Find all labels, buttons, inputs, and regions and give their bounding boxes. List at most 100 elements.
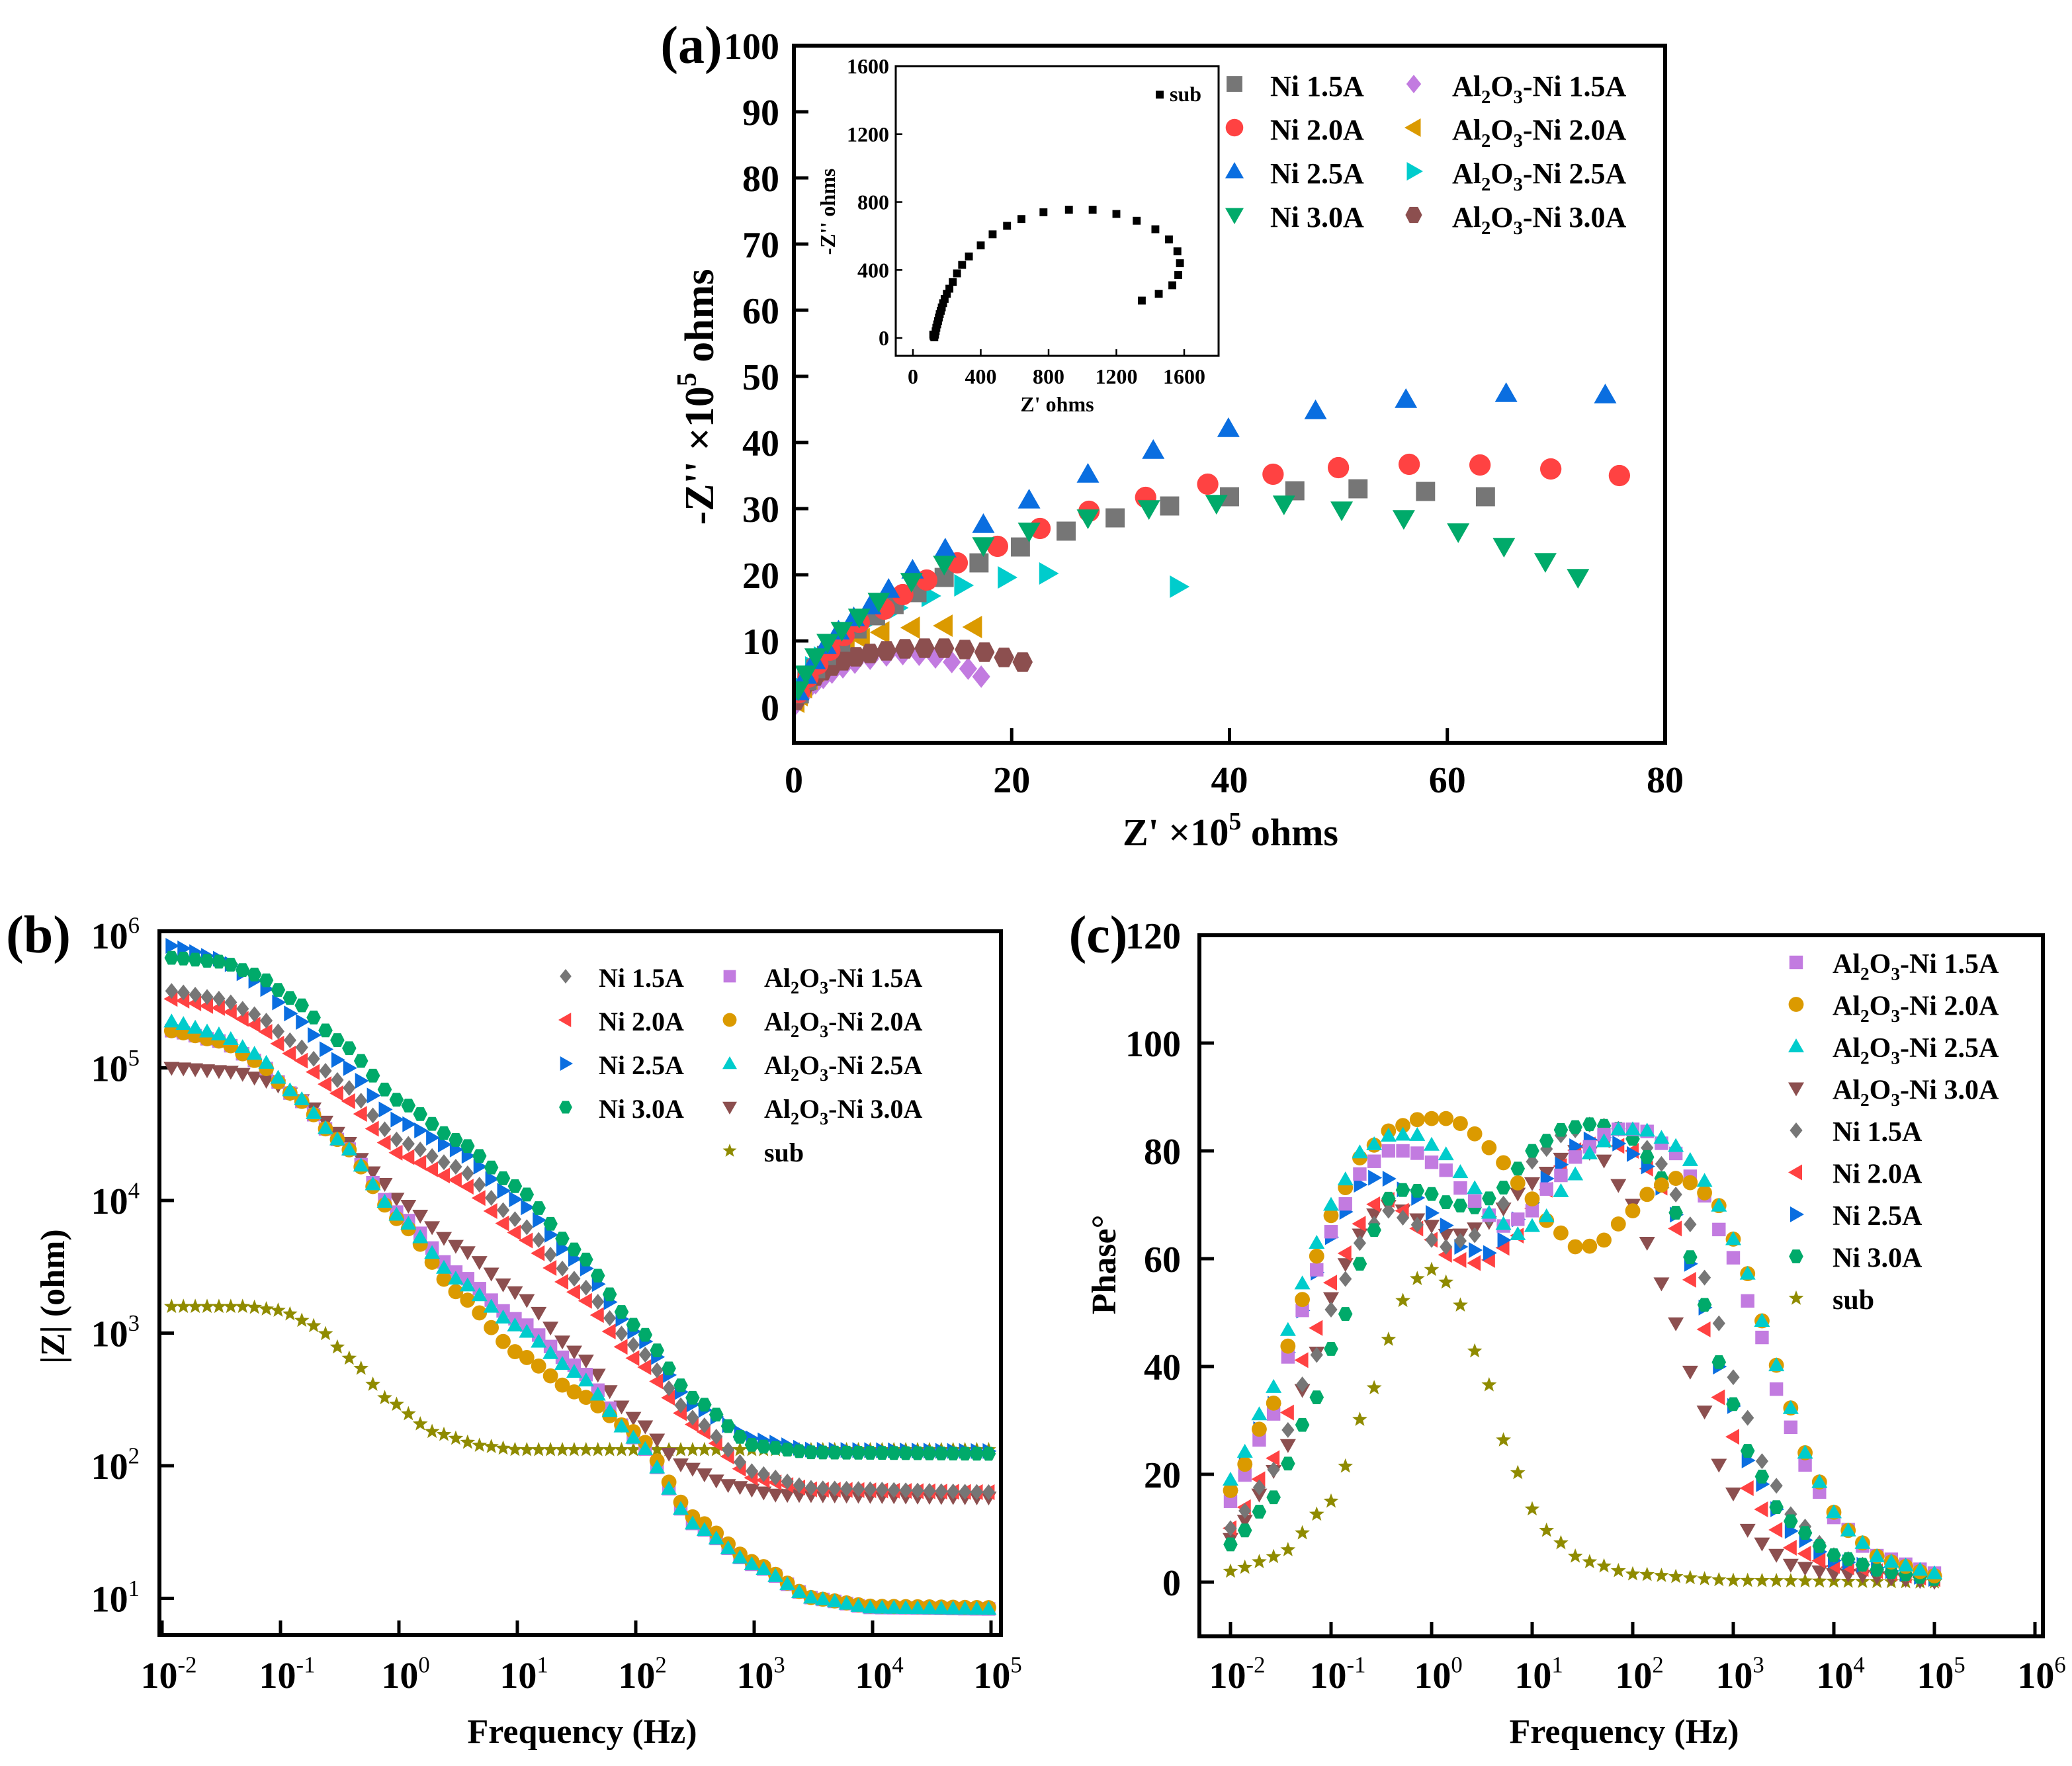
inset-y-tick-label: 400 [857, 258, 889, 282]
data-point [163, 1298, 179, 1314]
data-point [471, 1287, 488, 1302]
legend-label: Al2O3-Ni 3.0A [764, 1094, 922, 1128]
data-point [1639, 1122, 1655, 1137]
data-point [532, 1232, 545, 1248]
data-point [945, 1600, 961, 1615]
data-point [1668, 1171, 1684, 1186]
data-point [402, 1116, 417, 1132]
inset-y-tick-label: 800 [857, 190, 889, 214]
data-point [533, 1212, 547, 1228]
legend-marker-icon [560, 1056, 573, 1071]
data-point [1295, 1292, 1310, 1308]
data-point [1524, 1501, 1540, 1516]
data-point [460, 1434, 476, 1449]
data-point [556, 1260, 569, 1277]
data-point [673, 1501, 689, 1515]
legend-item: Ni 1.5A [560, 963, 684, 993]
data-point [779, 1489, 796, 1503]
legend-label: Al2O3-Ni 2.5A [1833, 1033, 1999, 1068]
legend-marker-icon [1788, 1082, 1804, 1097]
data-point [1769, 1382, 1784, 1396]
data-point [1381, 1331, 1397, 1346]
data-point [696, 1522, 712, 1536]
x-tick-label-b: 100 [381, 1652, 429, 1697]
data-point [1337, 1258, 1354, 1273]
data-point [957, 1601, 973, 1615]
data-point [1483, 1245, 1497, 1261]
data-point [1912, 1562, 1928, 1576]
data-point [496, 1333, 511, 1349]
data-point [200, 989, 214, 1005]
data-point [722, 1441, 735, 1458]
data-point [851, 1445, 866, 1460]
data-point [1495, 1240, 1510, 1256]
data-point [1309, 1506, 1324, 1521]
legend-label: Ni 2.5A [1270, 157, 1364, 190]
data-point [507, 1344, 523, 1359]
data-point [222, 1004, 237, 1021]
data-point [650, 1343, 665, 1358]
data-point [1281, 1350, 1295, 1364]
data-point [507, 1179, 523, 1193]
data-point [1160, 496, 1180, 516]
data-point [400, 1149, 415, 1165]
data-point [1003, 222, 1012, 230]
data-point [353, 1054, 368, 1068]
x-tick-label-a: 40 [1211, 760, 1248, 801]
data-point [1668, 1220, 1682, 1237]
data-point [1327, 456, 1350, 479]
data-point [1639, 1150, 1655, 1164]
legend-item: Al2O3-Ni 1.5A [1789, 949, 1999, 984]
data-point [224, 958, 238, 972]
data-point [484, 1439, 499, 1453]
legend-item: sub [1788, 1285, 1874, 1316]
plot-area-b [163, 938, 997, 1616]
y-tick-label-b: 103 [91, 1310, 140, 1355]
legend-marker-icon [1404, 118, 1421, 137]
data-point [1366, 1196, 1381, 1212]
legend-marker-icon [560, 969, 572, 984]
data-point [1438, 1274, 1454, 1289]
data-point [1555, 1156, 1569, 1173]
legend-c: Al2O3-Ni 1.5A Al2O3-Ni 2.0A Al2O3-Ni 2.5A A… [1788, 949, 1999, 1316]
plot-area-c [1223, 1111, 1942, 1590]
data-point [1238, 1468, 1252, 1482]
data-point [1137, 500, 1160, 520]
data-point [1339, 1271, 1352, 1287]
x-tick-label-c: 10-1 [1310, 1652, 1366, 1697]
data-point [969, 1447, 984, 1461]
data-point [1396, 1144, 1410, 1158]
data-point [306, 1010, 321, 1025]
data-point [296, 1013, 310, 1030]
data-point [662, 1361, 676, 1376]
data-point [1395, 1292, 1410, 1308]
data-point [1481, 1376, 1497, 1392]
data-point [1711, 1458, 1727, 1473]
data-point [199, 1298, 215, 1314]
data-point [602, 1287, 617, 1302]
data-point [1295, 1376, 1309, 1393]
data-point [187, 1063, 204, 1077]
y-tick-label-c: 20 [1144, 1455, 1181, 1496]
data-point [697, 1398, 712, 1412]
data-point [388, 1193, 405, 1207]
data-point [542, 1259, 557, 1276]
data-point [259, 973, 274, 988]
legend-label: Ni 1.5A [1833, 1117, 1922, 1148]
data-point [696, 1468, 712, 1483]
data-point [839, 1445, 854, 1460]
y-tick-label-a: 100 [724, 26, 779, 67]
data-point [578, 1441, 594, 1456]
data-point [554, 1441, 570, 1456]
data-point [1352, 1411, 1367, 1426]
data-point [767, 1488, 784, 1503]
data-point [222, 1066, 239, 1080]
data-point [568, 1271, 581, 1287]
legend-item: Al2O3-Ni 2.0A [722, 1007, 922, 1041]
data-point [1725, 1572, 1741, 1587]
y-tick-label-b: 106 [91, 912, 140, 957]
series-ni-3-0a [794, 495, 1590, 701]
data-point [590, 1398, 606, 1413]
data-point [638, 1347, 652, 1363]
